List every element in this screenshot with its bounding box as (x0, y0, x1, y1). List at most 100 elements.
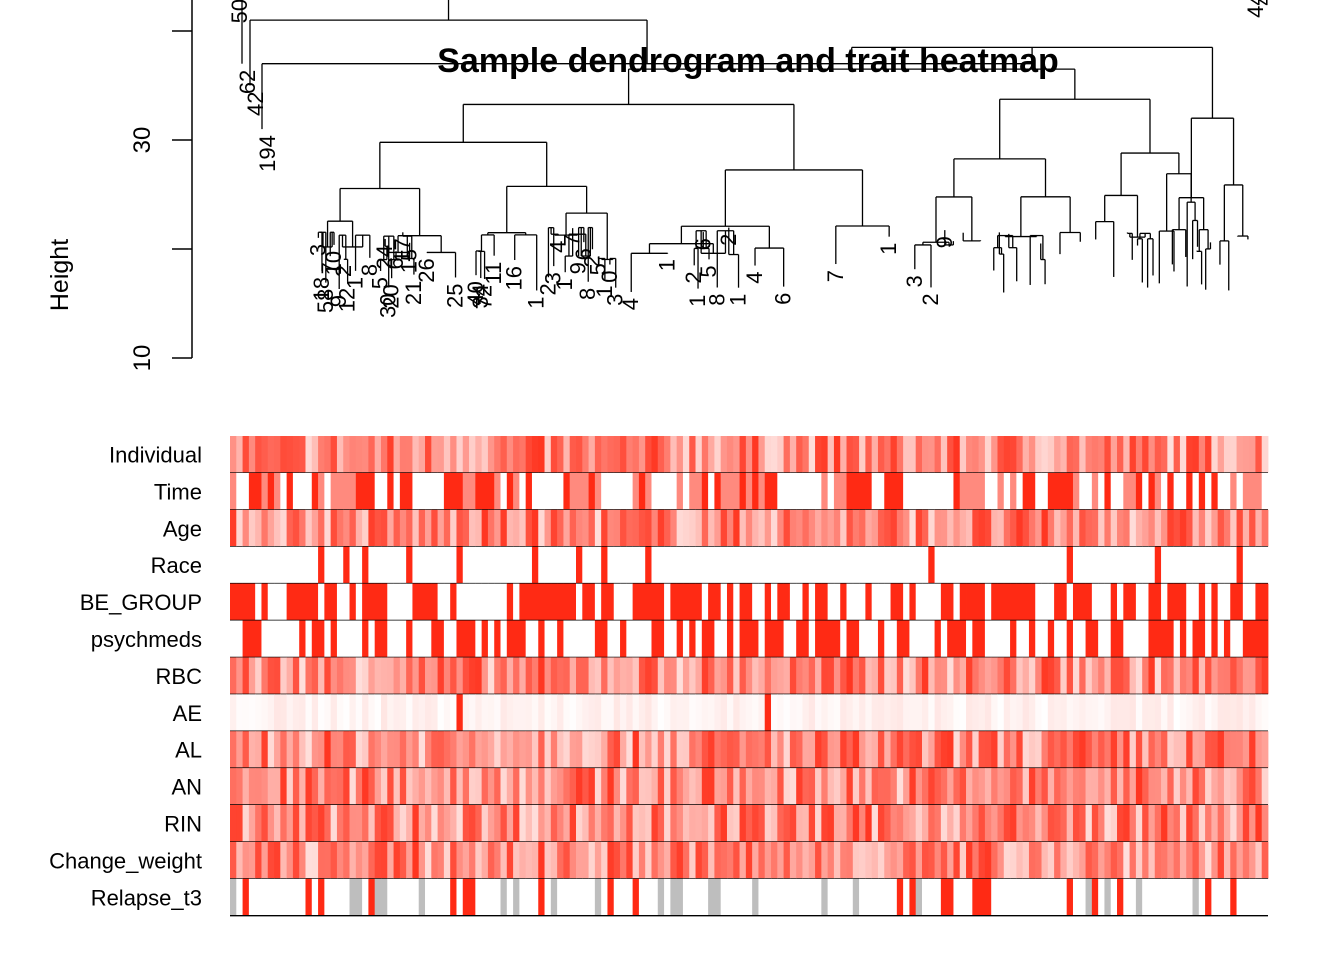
heatmap-cell (934, 436, 942, 473)
heatmap-cell (399, 546, 407, 584)
heatmap-cell (506, 472, 514, 510)
heatmap-cell (726, 657, 734, 695)
heatmap-cell (764, 768, 772, 805)
leaf-label: 2 (681, 271, 706, 283)
heatmap-cell (802, 657, 810, 695)
heatmap-cell (1211, 878, 1219, 916)
heatmap-cell (506, 657, 514, 695)
heatmap-cell (1154, 768, 1162, 805)
heatmap-cell (991, 731, 998, 769)
heatmap-cell (1173, 694, 1181, 732)
heatmap-cell (1085, 805, 1093, 842)
heatmap-cell (997, 620, 1005, 658)
heatmap-cell (380, 436, 388, 473)
heatmap-cell (708, 546, 715, 584)
heatmap-cell (280, 768, 288, 805)
heatmap-cell (940, 509, 948, 547)
heatmap-cell (915, 657, 923, 695)
heatmap-cell (431, 657, 438, 695)
heatmap-cell (588, 546, 596, 584)
heatmap-cell (1035, 436, 1042, 473)
heatmap-cell (928, 583, 935, 621)
heatmap-cell (764, 694, 772, 732)
heatmap-cell (1230, 878, 1237, 916)
heatmap-cell (336, 731, 344, 769)
heatmap-cell (1230, 694, 1237, 732)
heatmap-cell (462, 546, 470, 584)
heatmap-cell (978, 657, 986, 695)
heatmap-cell (450, 878, 457, 916)
heatmap-cell (726, 731, 734, 769)
heatmap-cell (1104, 768, 1112, 805)
heatmap-cell (1028, 694, 1036, 732)
heatmap-cell (305, 620, 313, 658)
heatmap-cell (506, 620, 514, 658)
heatmap-cell (248, 657, 256, 695)
leaf-label: 6 (383, 257, 408, 269)
heatmap-cell (576, 620, 583, 658)
heatmap-cell (626, 620, 634, 658)
heatmap-cell (726, 472, 734, 510)
heatmap-cell (865, 878, 873, 916)
heatmap-cell (783, 768, 791, 805)
heatmap-cell (1255, 878, 1263, 916)
heatmap-cell (613, 841, 621, 879)
heatmap-cell (651, 657, 659, 695)
heatmap-cell (431, 731, 438, 769)
heatmap-cell (318, 805, 325, 842)
heatmap-cell (1161, 436, 1168, 473)
heatmap-cell (689, 768, 696, 805)
heatmap-cell (928, 620, 935, 658)
heatmap-cell (538, 546, 545, 584)
heatmap-cell (601, 768, 608, 805)
heatmap-cell (972, 731, 980, 769)
heatmap-cell (576, 878, 583, 916)
heatmap-cell (368, 472, 376, 510)
heatmap-cell (896, 731, 904, 769)
heatmap-cell (1161, 805, 1168, 842)
heatmap-cell (865, 768, 873, 805)
heatmap-cell (588, 768, 596, 805)
heatmap-cell (582, 657, 589, 695)
leaf-label: 1 (592, 285, 617, 297)
leaf-label: 8 (704, 293, 729, 305)
heatmap-cell (343, 620, 350, 658)
heatmap-cell (1236, 694, 1244, 732)
heatmap-cell (953, 694, 961, 732)
heatmap-cell (664, 583, 671, 621)
heatmap-cell (362, 731, 369, 769)
heatmap-cell (815, 657, 822, 695)
heatmap-cell (657, 731, 665, 769)
heatmap-cell (852, 731, 860, 769)
heatmap-cell (481, 731, 489, 769)
heatmap-cell (569, 436, 577, 473)
heatmap-cell (733, 583, 740, 621)
heatmap-cell (362, 657, 369, 695)
heatmap-cell (469, 472, 476, 510)
heatmap-cell (230, 583, 237, 621)
heatmap-cell (425, 436, 432, 473)
heatmap-cell (745, 841, 753, 879)
heatmap-cell (632, 694, 640, 732)
heatmap-cell (1054, 841, 1061, 879)
heatmap-cell (355, 694, 363, 732)
heatmap-cell (368, 878, 376, 916)
heatmap-cell (877, 878, 885, 916)
heatmap-cell (380, 620, 388, 658)
heatmap-cell (487, 546, 495, 584)
heatmap-cell (380, 731, 388, 769)
heatmap-cell (1198, 731, 1206, 769)
heatmap-cell (418, 878, 426, 916)
heatmap-cell (1148, 509, 1156, 547)
heatmap-cell (959, 731, 967, 769)
heatmap-cell (519, 509, 527, 547)
heatmap-cell (670, 583, 678, 621)
heatmap-cell (387, 731, 394, 769)
heatmap-cell (418, 546, 426, 584)
heatmap-cell (638, 731, 646, 769)
heatmap-cell (1123, 620, 1130, 658)
heatmap-cell (368, 768, 376, 805)
heatmap-cell (519, 805, 527, 842)
heatmap-cell (500, 620, 508, 658)
heatmap-cell (355, 546, 363, 584)
